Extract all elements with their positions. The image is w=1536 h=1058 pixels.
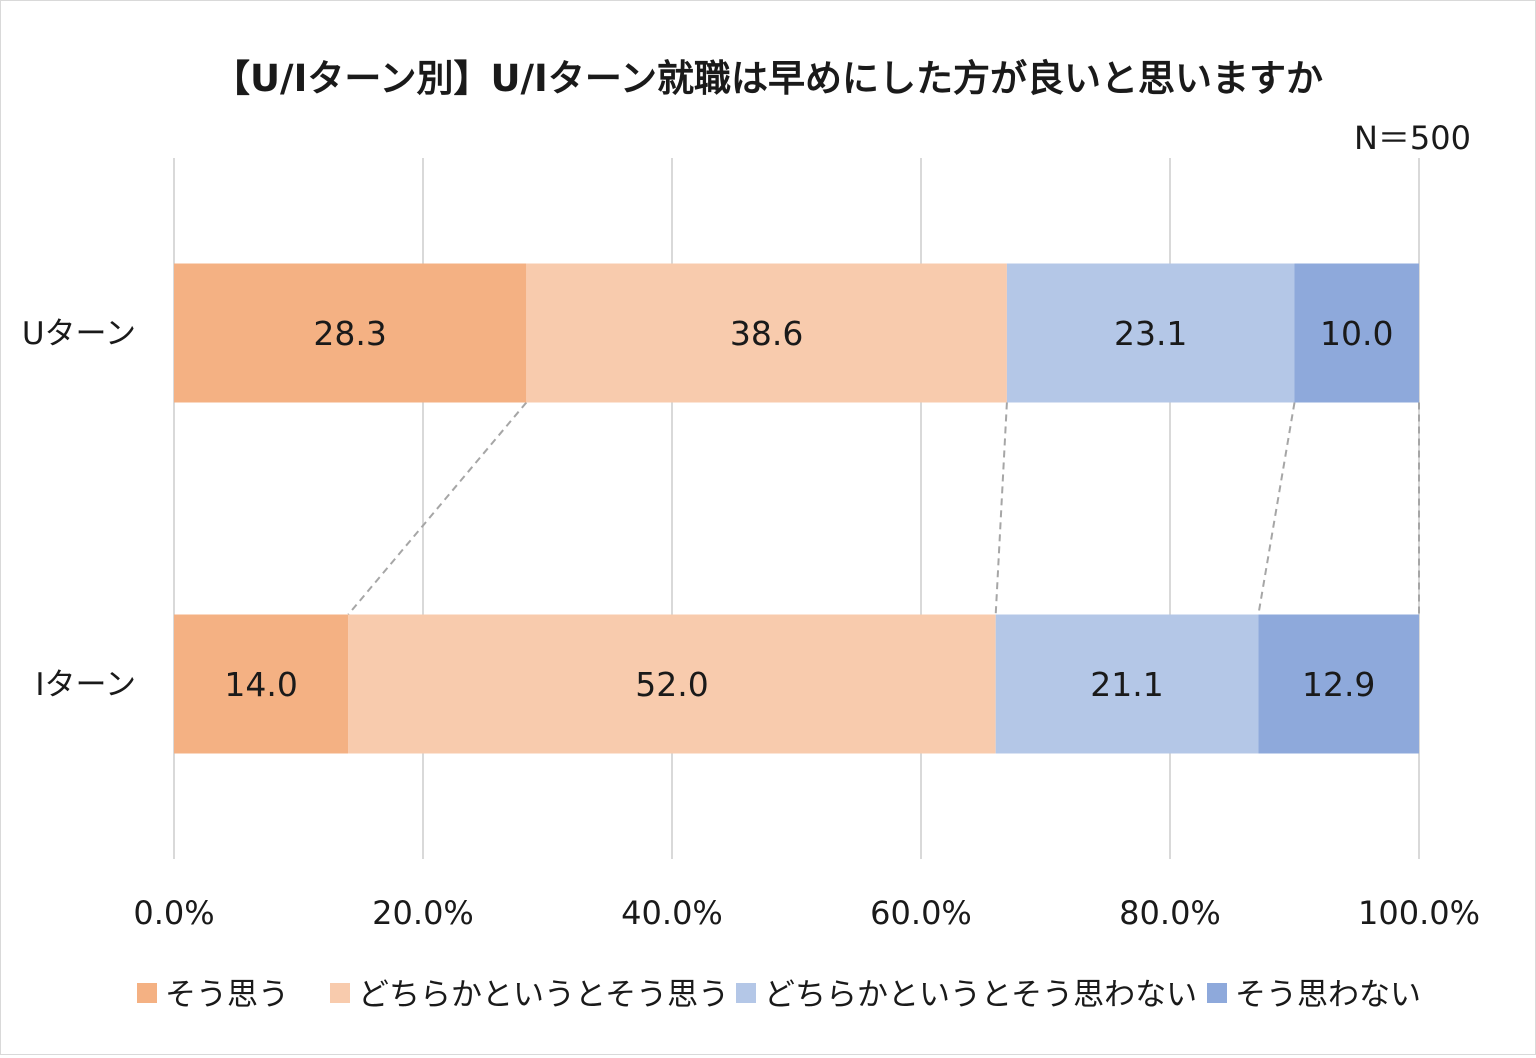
bar-segment [174,614,349,754]
legend-label: どちらかというとそう思う [358,977,729,1013]
data-label: 10.0 [1320,314,1393,353]
tick-label: 100.0% [1358,894,1480,932]
tick-label: 20.0% [372,894,474,932]
category-label: Iターン [35,667,136,703]
legend-label: そう思わない [1235,977,1421,1013]
data-label: 14.0 [224,665,297,704]
data-label: 21.1 [1090,665,1163,704]
bar-segment [348,614,996,754]
legend-label: そう思う [165,977,289,1013]
sample-size-label: N＝500 [1354,119,1471,157]
tick-label: 40.0% [621,894,723,932]
bar-segment [995,614,1259,754]
series-connector-line [347,401,528,616]
bar-segment [1258,614,1419,754]
bar-segment [1006,263,1295,403]
legend: そう思う どちらかというとそう思う どちらかというとそう思わない そう思わない [137,977,1421,1013]
legend-label: どちらかというとそう思わない [764,977,1197,1013]
tick-label: 60.0% [870,894,972,932]
gridlines [173,158,1420,859]
legend-swatch [1207,983,1227,1003]
bar-segment [1294,263,1419,403]
data-label: 38.6 [730,314,803,353]
value-axis: 0.0% 20.0% 40.0% 60.0% 80.0% 100.0% [133,894,1480,932]
series-connector-line [994,402,1008,615]
legend-swatch [137,983,157,1003]
bar-segment [526,263,1007,403]
data-label: 12.9 [1302,665,1375,704]
series-connector-lines [347,401,1420,616]
data-label: 28.3 [313,314,386,353]
legend-swatch [736,983,756,1003]
bar-segment [174,263,527,403]
category-axis: Uターン Iターン [22,316,136,703]
bars: 28.3 38.6 23.1 10.0 14.0 52.0 21.1 12.9 [174,263,1419,754]
tick-label: 80.0% [1119,894,1221,932]
data-label: 23.1 [1114,314,1187,353]
series-connector-line [1257,402,1296,615]
tick-label: 0.0% [133,894,214,932]
legend-swatch [330,983,350,1003]
chart-title: 【U/Iターン別】U/Iターン就職は早めにした方が良いと思いますか [213,57,1323,100]
category-label: Uターン [22,316,136,352]
data-label: 52.0 [635,665,708,704]
